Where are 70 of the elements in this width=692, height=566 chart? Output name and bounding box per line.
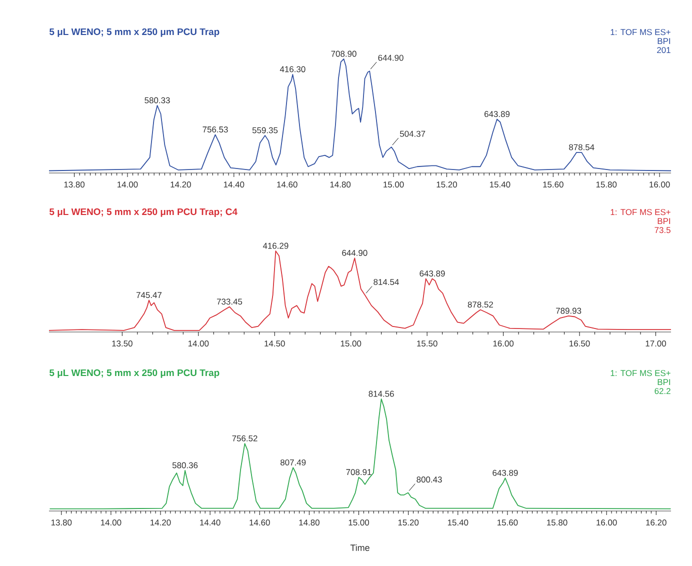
x-tick-label: 15.00	[348, 520, 370, 526]
x-tick-label: 14.40	[200, 520, 220, 526]
x-tick-label: 13.80	[64, 182, 85, 188]
annotation: 878.52	[468, 302, 493, 308]
x-tick-label: 15.50	[417, 340, 438, 347]
annotation: 644.90	[378, 54, 404, 61]
x-tick-label: 16.20	[646, 520, 666, 526]
annotation: 878.54	[569, 144, 594, 150]
x-tick-label: 14.20	[150, 520, 171, 526]
x-tick-label: 15.80	[547, 520, 568, 526]
x-tick-label: 14.60	[250, 520, 270, 526]
annotation: 789.93	[556, 308, 582, 314]
chart-title: 5 μL WENO; 5 mm x 250 μm PCU Trap	[49, 369, 220, 378]
text: 1: TOF MS ES+	[610, 209, 670, 216]
annotation: 416.29	[262, 242, 288, 249]
x-tick-label: 15.20	[398, 520, 419, 526]
chart-title: 5 μL WENO; 5 mm x 250 μm PCU Trap; C4	[49, 208, 238, 217]
annotation: 708.91	[346, 469, 372, 476]
x-tick-label: 14.80	[299, 520, 320, 526]
annotation: 756.53	[202, 126, 228, 132]
annotation: 643.89	[420, 270, 445, 277]
annotation: 580.36	[172, 462, 198, 468]
text: 1: TOF MS ES+	[610, 370, 670, 376]
text: 62.2	[654, 388, 670, 394]
annotation: 814.54	[374, 278, 399, 285]
annotation: 504.37	[400, 130, 426, 137]
annotation: 745.47	[136, 292, 162, 298]
annotation: 416.30	[280, 66, 306, 72]
x-tick-label: 15.60	[543, 182, 564, 188]
x-tick-label: 15.00	[340, 340, 362, 347]
x-tick-label: 16.00	[650, 182, 670, 188]
annotation: 643.89	[492, 470, 518, 476]
chart-title: 5 μL WENO; 5 mm x 250 μm PCU Trap	[49, 28, 220, 37]
annotation: 733.45	[216, 298, 242, 305]
text: 1: TOF MS ES+	[610, 29, 670, 36]
annotation: 807.49	[280, 459, 306, 466]
x-tick-label: 17.00	[646, 340, 666, 347]
x-tick-label: 15.00	[384, 182, 404, 188]
text: 201	[657, 47, 670, 54]
text: BPI	[658, 379, 670, 385]
x-tick-label: 13.50	[112, 340, 132, 347]
annotation: 643.89	[484, 111, 510, 118]
x-tick-label: 14.80	[330, 182, 351, 188]
x-tick-label: 16.00	[596, 520, 617, 526]
x-tick-label: 15.40	[490, 182, 510, 188]
x-tick-label: 14.20	[170, 182, 191, 188]
x-tick-label: 14.60	[277, 182, 298, 188]
x-tick-label: 15.40	[448, 520, 468, 526]
annotation: 644.90	[342, 250, 368, 256]
x-tick-label: 14.50	[264, 340, 285, 347]
x-tick-label: 15.60	[498, 520, 518, 526]
x-tick-label: 14.00	[101, 520, 122, 526]
annotation: 559.35	[252, 127, 278, 134]
x-tick-label: 14.00	[188, 340, 209, 347]
x-tick-label: 14.40	[224, 182, 244, 188]
x-tick-label: 15.80	[596, 182, 617, 188]
annotation: 708.90	[331, 50, 356, 57]
annotation: 814.56	[368, 390, 394, 397]
text: BPI	[658, 38, 670, 44]
text: 73.5	[654, 227, 670, 234]
x-tick-label: 13.80	[51, 520, 72, 526]
text: BPI	[658, 218, 670, 224]
x-tick-label: 16.50	[570, 340, 590, 347]
x-tick-label: 15.20	[436, 182, 457, 188]
x-tick-label: 14.00	[118, 182, 138, 188]
annotation: 800.43	[416, 476, 442, 483]
x-tick-label: 16.00	[493, 340, 514, 347]
x-axis-title: Time	[350, 544, 370, 551]
annotation: 756.52	[232, 435, 258, 442]
annotation: 580.33	[144, 97, 170, 104]
